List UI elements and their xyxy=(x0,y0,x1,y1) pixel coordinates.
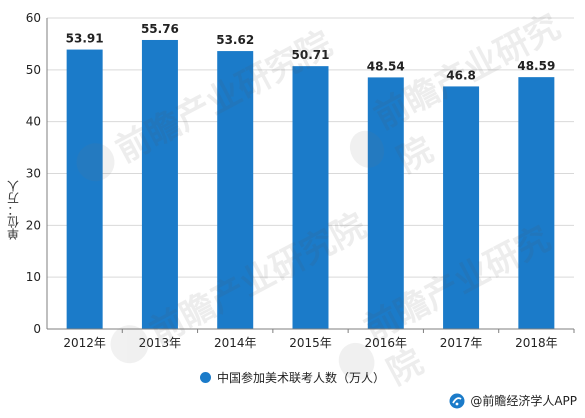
x-tick-label: 2013年 xyxy=(139,336,182,350)
y-tick-label: 30 xyxy=(26,167,41,181)
source-credit: @前瞻经济学人APP xyxy=(449,392,577,409)
bar xyxy=(217,51,254,329)
x-tick-label: 2015年 xyxy=(289,336,332,350)
y-tick-label: 50 xyxy=(26,63,41,77)
legend-label: 中国参加美术联考人数（万人） xyxy=(216,371,385,385)
y-tick-label: 10 xyxy=(26,270,41,284)
bar xyxy=(292,66,329,329)
y-tick-label: 0 xyxy=(33,322,41,336)
data-label: 50.71 xyxy=(292,48,330,62)
data-label: 48.54 xyxy=(367,59,405,73)
x-tick-label: 2014年 xyxy=(214,336,257,350)
bar xyxy=(141,39,178,330)
bar xyxy=(66,49,103,330)
data-label: 55.76 xyxy=(141,22,179,36)
data-labels: 53.91 55.76 53.62 50.71 48.54 46.8 48.59 xyxy=(66,22,556,82)
bar xyxy=(443,86,480,329)
bar xyxy=(367,77,404,329)
source-text: @前瞻经济学人APP xyxy=(470,394,577,408)
y-tick-label: 40 xyxy=(26,115,41,129)
data-label: 46.8 xyxy=(446,68,476,82)
legend-swatch xyxy=(199,372,211,383)
x-tick-label: 2016年 xyxy=(365,336,408,350)
y-axis-label: 单位：万人 xyxy=(6,180,21,240)
data-label: 53.91 xyxy=(66,32,104,46)
data-label: 48.59 xyxy=(517,59,555,73)
qianzhan-logo-icon xyxy=(449,393,465,408)
y-tick-label: 20 xyxy=(26,218,41,232)
data-label: 53.62 xyxy=(216,33,254,47)
bars xyxy=(66,39,555,330)
legend: 中国参加美术联考人数（万人） xyxy=(0,369,585,386)
x-tick-label: 2012年 xyxy=(63,336,106,350)
axes: 0 10 20 30 40 50 60 2012年 2013年 2014年 2015年 2016年 20… xyxy=(26,11,575,350)
x-tick-label: 2018年 xyxy=(515,336,558,350)
y-tick-label: 60 xyxy=(26,11,41,25)
bar xyxy=(518,77,555,329)
x-tick-label: 2017年 xyxy=(440,336,483,350)
